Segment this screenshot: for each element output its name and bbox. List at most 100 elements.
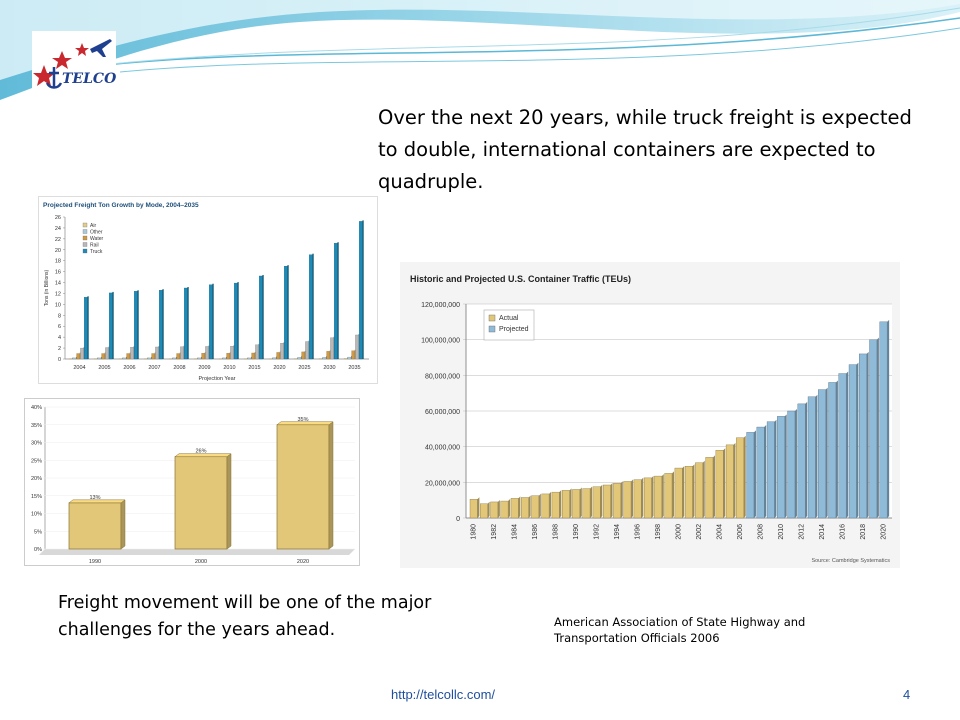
bar-other (322, 357, 327, 360)
bar-side-actual-1981 (487, 501, 490, 518)
bar-water (151, 353, 155, 360)
bar-side-actual-2006 (743, 435, 746, 518)
y-tick-label: 20,000,000 (425, 480, 460, 487)
x-tick-label: 2007 (148, 365, 160, 371)
bar-water (326, 351, 330, 360)
bar-other (247, 357, 252, 360)
x-tick-label: 2000 (195, 559, 207, 565)
bar-side-truck (337, 242, 339, 359)
bar-other (97, 357, 102, 360)
bar-actual-2000 (674, 467, 683, 519)
legend-swatch-air (82, 222, 88, 228)
bar-projected-2007 (746, 432, 755, 519)
bar-actual-2001 (684, 466, 693, 519)
x-tick-label: 2035 (348, 365, 360, 371)
legend-label-air: Air (90, 223, 96, 229)
bar-side-actual-1998 (661, 474, 664, 518)
bar-truck (184, 287, 188, 360)
bar-side-actual-1984 (518, 496, 521, 518)
bar-1990 (68, 502, 122, 550)
bar-side-truck (137, 290, 139, 359)
header-wave-decoration (0, 0, 960, 100)
y-tick-label: 4 (58, 335, 61, 341)
x-tick-label: 2020 (880, 524, 887, 540)
bar-water (176, 353, 180, 360)
freight-ton-growth-chart: Projected Freight Ton Growth by Mode, 20… (43, 202, 369, 382)
bar-actual-1999 (664, 473, 673, 519)
bar-side-1990 (120, 499, 126, 550)
bar-side-actual-1999 (672, 471, 675, 518)
logo-wordmark: TELCO (62, 71, 116, 87)
bar-truck (134, 291, 138, 360)
bar-rail (205, 346, 209, 360)
y-tick-label: 60,000,000 (425, 409, 460, 416)
legend-swatch-other (82, 229, 88, 234)
bar-projected-2009 (766, 421, 775, 519)
bar-side-projected-2015 (835, 380, 838, 518)
chart-title: Historic and Projected U.S. Container Tr… (410, 274, 631, 284)
y-tick-label: 16 (55, 270, 61, 276)
bar-actual-1995 (623, 481, 632, 519)
bar-projected-2011 (787, 410, 796, 519)
bar-projected-2012 (797, 403, 806, 519)
bar-truck (334, 243, 338, 360)
star-icon (52, 51, 72, 69)
y-tick-label: 22 (55, 237, 61, 243)
y-tick-label: 80,000,000 (425, 373, 460, 380)
legend-swatch-rail (82, 242, 88, 247)
bar-actual-1994 (613, 483, 621, 519)
x-tick-label: 2010 (778, 524, 785, 540)
bar-projected-2018 (859, 353, 867, 519)
legend-label-rail: Rail (90, 243, 99, 249)
x-tick-label: 2002 (696, 524, 703, 540)
bar-side-actual-2001 (692, 464, 695, 518)
x-tick-label: 2008 (758, 524, 765, 540)
star-icon (75, 43, 89, 56)
bar-other (272, 357, 277, 360)
bar-water (101, 353, 105, 360)
chart-floor (39, 549, 355, 555)
legend-label-water: Water (90, 236, 103, 242)
bar-other (122, 357, 127, 360)
x-tick-label: 2015 (248, 365, 260, 371)
freight-challenge-text: Freight movement will be one of the majo… (58, 593, 432, 640)
x-tick-label: 2004 (717, 524, 724, 540)
x-tick-label: 1986 (532, 524, 539, 540)
bar-side-actual-1985 (528, 495, 531, 518)
bar-top-1990 (68, 499, 126, 504)
bar-side-actual-1994 (620, 481, 623, 518)
x-tick-label: 2010 (223, 365, 235, 371)
slide-headline: Over the next 20 years, while truck frei… (378, 106, 912, 193)
bar-other (222, 357, 227, 360)
bar-truck (234, 282, 238, 360)
y-tick-label: 26 (55, 215, 61, 221)
x-tick-label: 1982 (491, 524, 498, 540)
y-tick-label: 5% (34, 529, 42, 535)
footer-link[interactable]: http://telcollc.com/ (391, 687, 496, 702)
bar-truck (359, 221, 363, 360)
bar-side-truck (312, 253, 314, 359)
x-tick-label: 2005 (98, 365, 110, 371)
bar-side-projected-2012 (805, 401, 808, 518)
bar-side-projected-2014 (825, 387, 828, 518)
bar-rail (230, 346, 234, 360)
bar-water (301, 351, 305, 360)
y-tick-label: 120,000,000 (421, 302, 460, 309)
percent-bar-chart: 0% 5% 10% 15% 20% 25% 30% 35% 40% 13% 1990 26% 2000 3… (31, 405, 355, 565)
bar-actual-1991 (582, 488, 591, 519)
y-tick-label: 24 (55, 226, 61, 232)
bar-rail (255, 344, 259, 360)
bar-actual-1989 (561, 490, 570, 519)
bar-water (351, 350, 355, 360)
x-tick-label: 2004 (73, 365, 85, 371)
bar-rail (130, 347, 134, 360)
bar-side-projected-2018 (866, 351, 869, 518)
bar-side-actual-1990 (579, 487, 582, 518)
bar-actual-1986 (531, 495, 540, 519)
bar-side-truck (162, 289, 164, 359)
bar-rail (305, 341, 309, 360)
bar-truck (209, 284, 213, 360)
y-tick-label: 40% (31, 405, 42, 411)
bar-actual-1987 (541, 493, 550, 519)
bar-projected-2010 (777, 416, 785, 519)
